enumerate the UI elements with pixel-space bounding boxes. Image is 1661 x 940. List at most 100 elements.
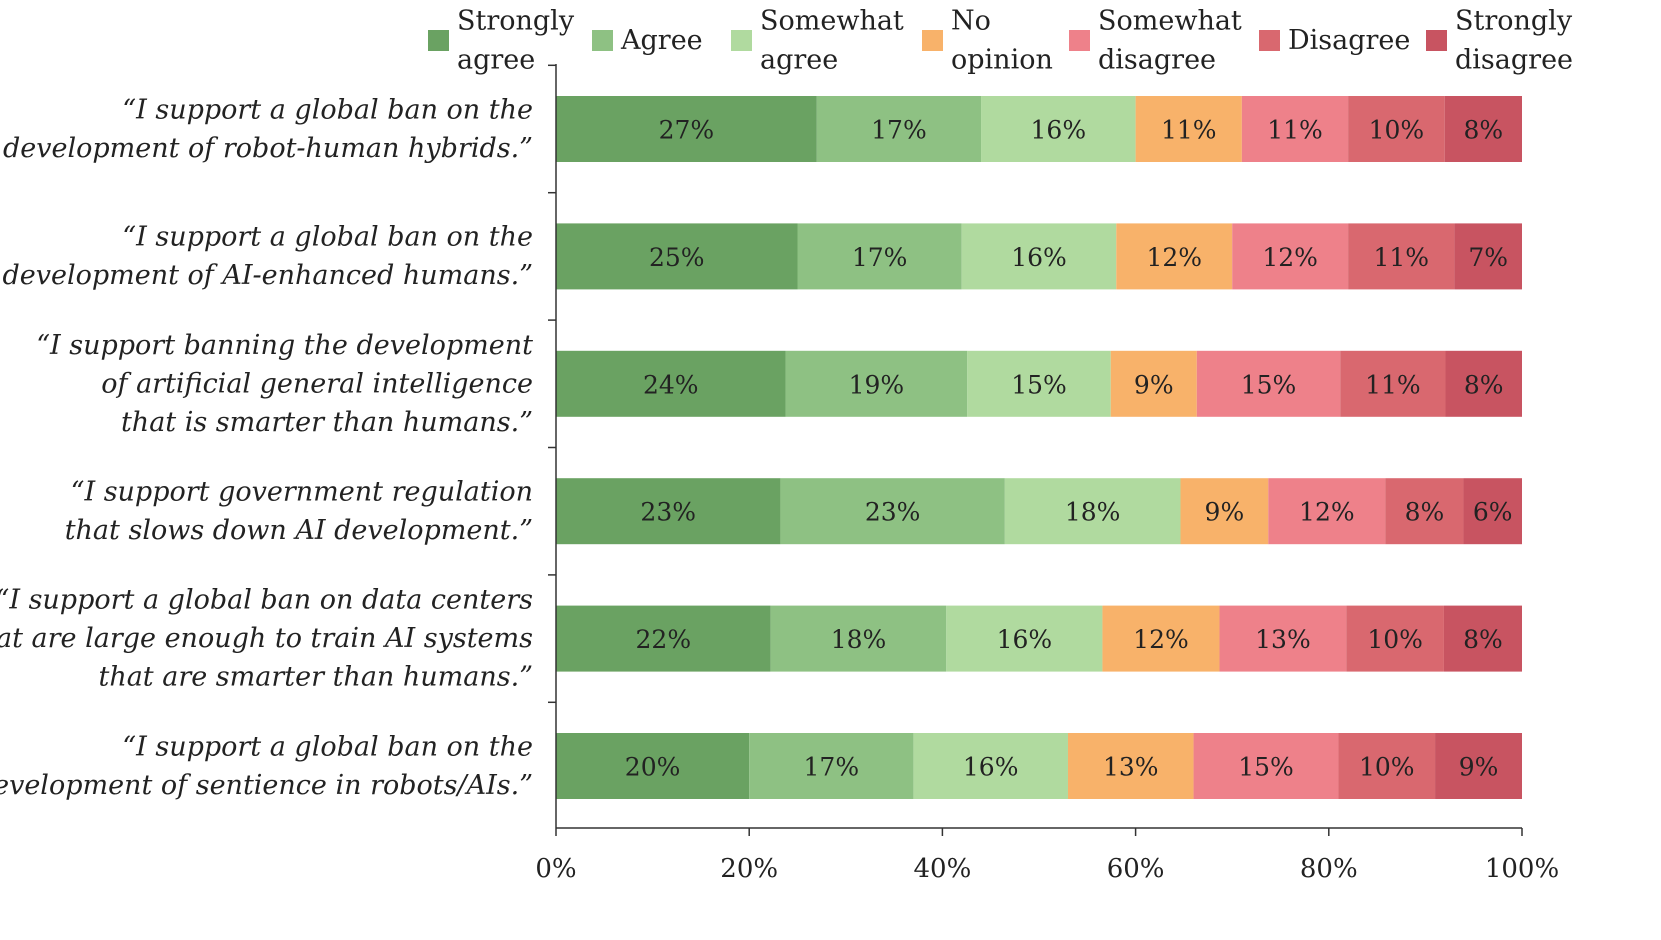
legend-label-agree: Agree — [620, 25, 703, 56]
bar-segment-somewhat-agree — [981, 96, 1136, 162]
bar-segment-agree — [797, 223, 962, 290]
question-label-line: “I support government regulation — [71, 476, 533, 507]
bar-value-label: 8% — [1463, 625, 1503, 654]
bar-value-label: 12% — [1146, 243, 1202, 272]
bar-segment-strongly-agree — [556, 350, 786, 417]
bar-segment-strongly-disagree — [1443, 605, 1522, 672]
legend-label-disagree: Disagree — [1288, 25, 1410, 56]
bar-segment-agree — [770, 605, 947, 672]
bar-value-label: 9% — [1134, 370, 1174, 399]
question-label-line: that slows down AI development.” — [65, 515, 533, 546]
bar-segment-no-opinion — [1110, 350, 1197, 417]
bar-segment-agree — [785, 350, 968, 417]
legend-swatch-somewhat-agree — [731, 30, 752, 51]
bar-value-label: 23% — [640, 498, 696, 527]
legend-item-disagree: Disagree — [1259, 25, 1410, 56]
bar-segment-strongly-disagree — [1435, 733, 1522, 799]
bar-row: 27% 17% 16% 11% 11% 10% 8% — [556, 96, 1522, 162]
bar-segment-no-opinion — [1180, 478, 1269, 545]
bar-value-label: 17% — [804, 753, 860, 782]
x-tick-label: 40% — [914, 854, 972, 884]
question-label: “I support government regulation that slo… — [65, 476, 533, 546]
bar-row: 23% 23% 18% 9% 12% 8% 6% — [556, 478, 1522, 545]
bars: 27% 17% 16% 11% 11% 10% 8% 25% 17% 16% 12% 12% 11% 7%… — [556, 96, 1522, 799]
bar-value-label: 16% — [1011, 243, 1067, 272]
bar-segment-no-opinion — [1135, 96, 1242, 162]
bar-value-label: 16% — [1031, 116, 1087, 145]
bar-value-label: 27% — [659, 116, 715, 145]
bar-row: 22% 18% 16% 12% 13% 10% 8% — [556, 605, 1522, 672]
bar-segment-disagree — [1346, 605, 1444, 672]
bar-segment-somewhat-disagree — [1268, 478, 1386, 545]
bar-segment-disagree — [1348, 96, 1445, 162]
bar-segment-somewhat-agree — [967, 350, 1111, 417]
question-label-line: “I support a global ban on data centers — [0, 585, 533, 616]
bar-value-label: 12% — [1262, 243, 1318, 272]
bar-segment-no-opinion — [1102, 605, 1220, 672]
bar-value-label: 6% — [1473, 498, 1513, 527]
legend-label-no-opinion: No — [951, 6, 991, 37]
bar-segment-somewhat-agree — [1004, 478, 1181, 545]
x-tick-label: 20% — [720, 854, 778, 884]
bar-segment-strongly-agree — [556, 733, 750, 799]
question-label-line: that is smarter than humans.” — [121, 407, 533, 438]
bar-value-label: 17% — [852, 243, 908, 272]
bar-segment-strongly-disagree — [1454, 223, 1522, 290]
bar-value-label: 15% — [1011, 370, 1067, 399]
bar-segment-strongly-agree — [556, 223, 798, 290]
bar-segment-strongly-disagree — [1463, 478, 1522, 545]
legend-label-strongly-disagree: disagree — [1455, 45, 1573, 76]
bar-value-label: 18% — [831, 625, 887, 654]
chart-legend: Strongly agree Agree Somewhat agree No opinion… — [428, 6, 1573, 76]
bar-value-label: 13% — [1255, 625, 1311, 654]
legend-label-somewhat-disagree: disagree — [1098, 45, 1216, 76]
bar-value-label: 10% — [1369, 116, 1425, 145]
bar-value-label: 24% — [643, 370, 699, 399]
bar-value-label: 23% — [865, 498, 921, 527]
question-label: “I support banning the development of art… — [36, 330, 533, 438]
legend-swatch-strongly-agree — [428, 30, 449, 51]
bar-value-label: 8% — [1464, 116, 1504, 145]
legend-label-somewhat-disagree: Somewhat — [1098, 6, 1242, 37]
legend-label-strongly-agree: Strongly — [457, 6, 575, 37]
question-label: “I support a global ban on the developmen… — [0, 731, 533, 801]
question-label-line: that are smarter than humans.” — [98, 662, 533, 693]
legend-swatch-somewhat-disagree — [1069, 30, 1090, 51]
bar-segment-strongly-agree — [556, 605, 771, 672]
bar-value-label: 8% — [1405, 498, 1445, 527]
legend-swatch-disagree — [1259, 30, 1280, 51]
bar-segment-somewhat-disagree — [1219, 605, 1347, 672]
bar-segment-no-opinion — [1067, 733, 1194, 799]
bar-value-label: 10% — [1359, 753, 1415, 782]
bar-segment-agree — [780, 478, 1005, 545]
bar-value-label: 9% — [1205, 498, 1245, 527]
question-label-line: “I support a global ban on the — [122, 731, 533, 762]
bar-segment-disagree — [1340, 350, 1446, 417]
legend-label-somewhat-agree: Somewhat — [760, 6, 904, 37]
bar-value-label: 17% — [871, 116, 927, 145]
bar-value-label: 9% — [1459, 753, 1499, 782]
bar-row: 25% 17% 16% 12% 12% 11% 7% — [556, 223, 1522, 290]
question-label-line: development of robot-human hybrids.” — [3, 133, 533, 164]
axes: 0% 20% 40% 60% 80% 100% — [535, 64, 1559, 884]
bar-value-label: 10% — [1367, 625, 1423, 654]
legend-label-no-opinion: opinion — [951, 45, 1053, 76]
legend-item-strongly-agree: Strongly agree — [428, 6, 575, 76]
bar-segment-somewhat-disagree — [1241, 96, 1349, 162]
question-label: “I support a global ban on the developmen… — [3, 94, 533, 164]
bar-value-label: 16% — [963, 753, 1019, 782]
bar-value-label: 20% — [625, 753, 681, 782]
bar-value-label: 11% — [1161, 116, 1217, 145]
bar-segment-somewhat-disagree — [1232, 223, 1349, 290]
bar-segment-somewhat-agree — [913, 733, 1068, 799]
bar-segment-no-opinion — [1116, 223, 1233, 290]
question-label-line: development of AI-enhanced humans.” — [2, 260, 533, 291]
question-labels: “I support a global ban on the developmen… — [0, 94, 533, 801]
bar-value-label: 7% — [1468, 243, 1508, 272]
bar-value-label: 11% — [1373, 243, 1429, 272]
bar-segment-strongly-disagree — [1444, 96, 1522, 162]
bar-segment-agree — [816, 96, 982, 162]
x-tick-label: 80% — [1300, 854, 1358, 884]
bar-value-label: 15% — [1238, 753, 1294, 782]
bar-value-label: 18% — [1065, 498, 1121, 527]
